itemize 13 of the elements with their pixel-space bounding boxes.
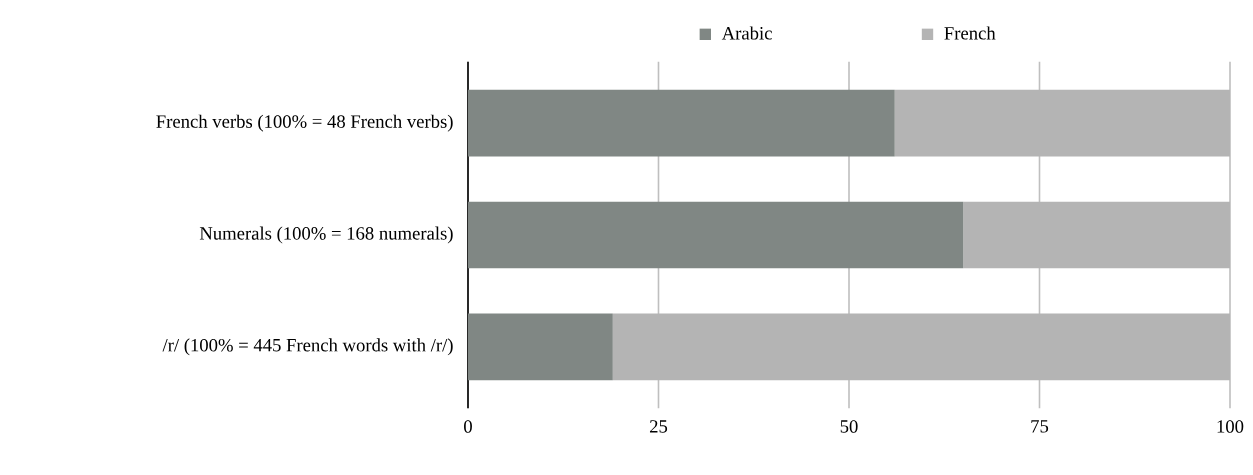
x-tick-label: 100 bbox=[1217, 420, 1244, 433]
x-tick-label: 75 bbox=[1031, 420, 1049, 433]
y-tick-label: French verbs (100% = 48 French verbs) bbox=[156, 114, 453, 132]
bar bbox=[468, 89, 895, 157]
x-tick-label: 0 bbox=[464, 420, 472, 433]
x-tick-label: 50 bbox=[840, 420, 858, 433]
bar bbox=[468, 201, 964, 269]
y-tick-label: /r/ (100% = 445 French words with /r/) bbox=[162, 338, 453, 356]
bar bbox=[468, 313, 613, 381]
x-tick-label: 25 bbox=[649, 420, 668, 433]
legend-label: French bbox=[944, 26, 996, 40]
y-tick-label: Numerals (100% = 168 numerals) bbox=[199, 226, 453, 244]
legend-label: Arabic bbox=[721, 26, 772, 40]
